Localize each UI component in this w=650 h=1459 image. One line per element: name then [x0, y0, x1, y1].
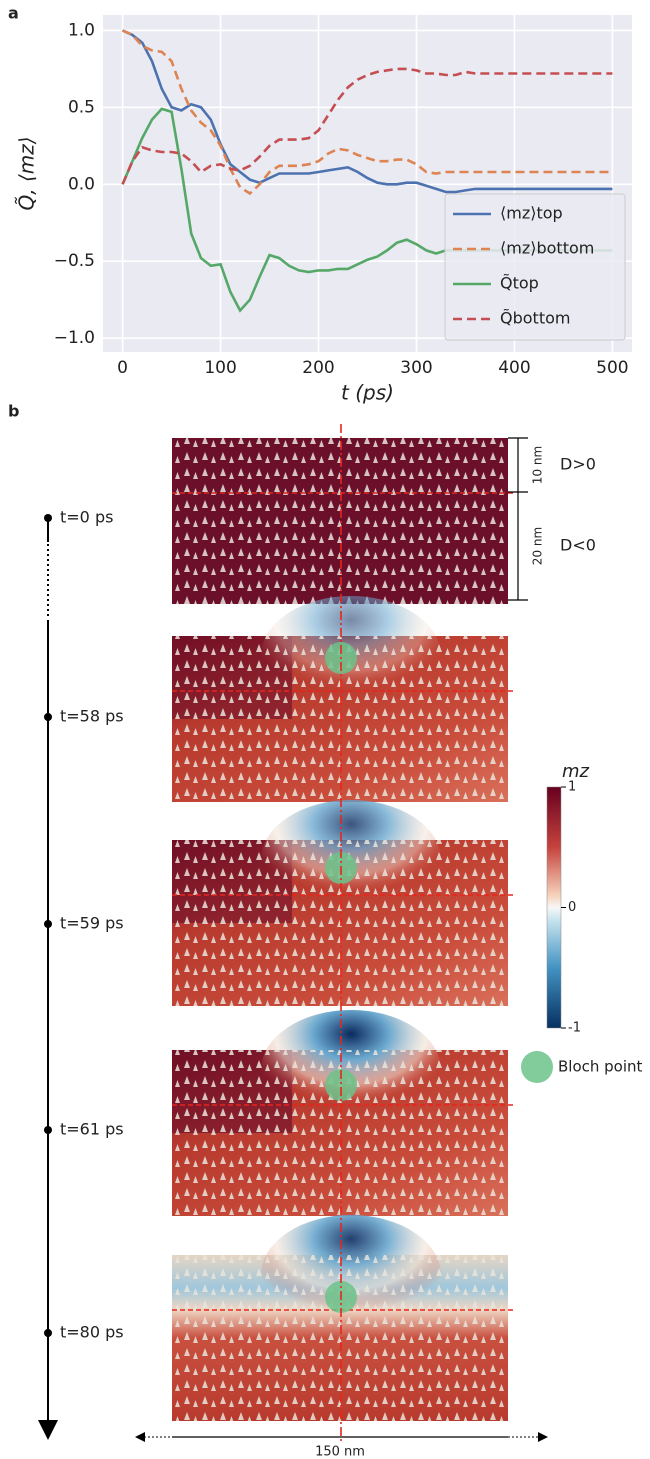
y-tick-label: −1.0	[54, 328, 95, 348]
width-label: 150 nm	[315, 1445, 365, 1459]
x-tick-label: 400	[498, 358, 530, 378]
x-tick-label: 200	[302, 358, 334, 378]
colorbar-label: mz	[562, 761, 590, 782]
time-label: t=0 ps	[60, 508, 113, 527]
panel-label: a	[8, 4, 19, 23]
series-line	[121, 67, 613, 185]
time-label: t=80 ps	[60, 1323, 124, 1342]
y-tick-label: −0.5	[54, 251, 95, 271]
series-line	[122, 29, 613, 194]
series-line	[122, 29, 613, 196]
legend-label: ⟨mz⟩bottom	[500, 239, 594, 258]
bloch-point	[325, 1069, 357, 1101]
time-label: t=58 ps	[60, 707, 124, 726]
colorbar	[546, 786, 562, 1029]
y-tick-label: 0.0	[68, 174, 95, 194]
colorbar-tick-label: -1	[568, 1021, 581, 1036]
y-tick-label: 1.0	[68, 20, 95, 40]
x-axis-label: t (ps)	[341, 381, 394, 405]
panel-label: b	[8, 402, 19, 421]
legend-label: Bloch point	[558, 1058, 643, 1076]
dimension-label: 20 nm	[531, 527, 545, 565]
y-tick-label: 0.5	[68, 97, 95, 117]
time-label: t=59 ps	[60, 914, 124, 933]
legend-box	[444, 193, 626, 341]
dimension-label: 10 nm	[531, 446, 545, 484]
legend-marker	[521, 1051, 553, 1083]
x-tick-label: 100	[204, 358, 236, 378]
y-axis-label: Q̃, ⟨mz⟩	[15, 136, 39, 210]
dimension-bracket	[508, 437, 528, 601]
dmi-label: D<0	[560, 536, 596, 555]
colorbar-tick-label: 0	[568, 900, 576, 915]
legend-label: ⟨mz⟩top	[500, 204, 563, 223]
legend-label: Q̃bottom	[500, 309, 570, 328]
dmi-label: D>0	[560, 455, 596, 474]
timeline-arrow	[38, 1420, 58, 1440]
spin-texture	[172, 438, 508, 604]
colorbar-tick-label: 1	[568, 780, 576, 795]
spin-texture	[172, 1255, 508, 1421]
legend-label: Q̃top	[500, 274, 539, 293]
x-tick-label: 300	[400, 358, 432, 378]
x-tick-label: 500	[596, 358, 628, 378]
time-label: t=61 ps	[60, 1120, 124, 1139]
x-tick-label: 0	[117, 358, 128, 378]
